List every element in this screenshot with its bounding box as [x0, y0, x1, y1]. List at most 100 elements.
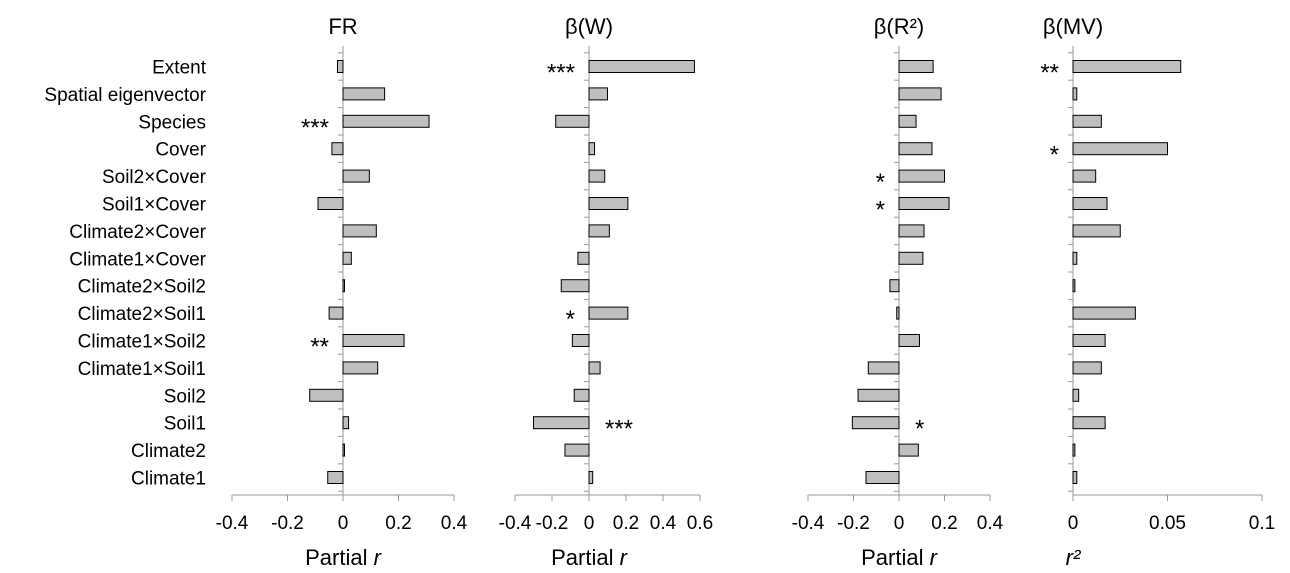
- x-tick-label: 0: [584, 513, 595, 534]
- bar-4-climate2-x-soil2: [1072, 279, 1076, 293]
- bar-4-species: [1072, 114, 1102, 128]
- bar-2-climate2-x-cover: [588, 224, 610, 238]
- bar-1-climate1-x-soil1: [342, 361, 379, 375]
- x-tick-label: 0.2: [931, 513, 957, 534]
- x-tick-label: -0.2: [271, 513, 304, 534]
- category-label-cover: Cover: [155, 140, 206, 161]
- bar-4-climate2-x-cover: [1072, 224, 1121, 238]
- category-label-soil2-x-cover: Soil2×Cover: [102, 167, 207, 188]
- x-axis-label-3: Partial r: [861, 545, 938, 570]
- significance-label: *: [915, 416, 924, 443]
- significance-label: *: [566, 306, 575, 333]
- bar-3-climate2-x-soil1: [896, 306, 900, 320]
- category-label-climate2-x-cover: Climate2×Cover: [69, 222, 206, 243]
- significance-label: *: [876, 197, 885, 224]
- category-label-climate1-x-soil2: Climate1×Soil2: [78, 332, 206, 353]
- category-label-spatial-eigenvector: Spatial eigenvector: [44, 85, 206, 106]
- bar-1-cover: [331, 142, 344, 156]
- category-label-soil1-x-cover: Soil1×Cover: [102, 195, 207, 216]
- bar-1-climate1-x-soil2: [342, 334, 405, 347]
- category-label-soil2: Soil2: [164, 386, 206, 407]
- bar-3-soil2-x-cover: [898, 169, 945, 183]
- significance-label: *: [1050, 142, 1059, 169]
- bar-1-climate1: [327, 471, 344, 484]
- bar-2-soil2-x-cover: [588, 169, 606, 183]
- bar-3-spatial-eigenvector: [898, 87, 942, 101]
- bar-1-spatial-eigenvector: [342, 87, 386, 101]
- x-tick-label: -0.4: [216, 513, 249, 534]
- bar-3-climate2-x-cover: [898, 224, 925, 238]
- bar-2-spatial-eigenvector: [588, 87, 608, 101]
- bar-3-soil2: [857, 388, 900, 402]
- category-label-soil1: Soil1: [164, 414, 206, 435]
- significance-label: **: [1040, 60, 1059, 87]
- bar-2-soil2: [573, 388, 590, 402]
- bar-4-climate2-x-soil1: [1072, 306, 1136, 320]
- bar-3-climate2: [898, 443, 919, 457]
- bar-4-soil2: [1072, 388, 1080, 402]
- x-axis-label-4: r²: [1066, 545, 1081, 570]
- category-label-climate1-x-cover: Climate1×Cover: [69, 249, 206, 270]
- bar-3-cover: [898, 142, 933, 156]
- bar-1-soil1: [342, 416, 350, 430]
- bar-1-soil2-x-cover: [342, 169, 370, 183]
- bar-1-climate2-x-soil1: [328, 306, 344, 320]
- significance-label: ***: [605, 416, 633, 443]
- bar-3-soil1: [851, 416, 900, 430]
- x-tick-label: 0.2: [613, 513, 639, 534]
- bar-1-climate1-x-cover: [342, 251, 352, 265]
- bar-3-climate1: [865, 471, 900, 484]
- bar-4-extent: [1072, 60, 1182, 73]
- bar-4-soil2-x-cover: [1072, 169, 1097, 183]
- x-tick-label: 0.1: [1249, 513, 1275, 534]
- category-label-climate1-x-soil1: Climate1×Soil1: [78, 359, 206, 380]
- category-label-climate2: Climate2: [131, 441, 206, 462]
- x-tick-label: 0.4: [441, 513, 468, 534]
- bar-3-extent: [898, 60, 934, 73]
- bar-2-cover: [588, 142, 596, 156]
- bar-2-climate1: [588, 471, 594, 484]
- x-tick-label: 0: [894, 513, 905, 534]
- bar-2-climate2-x-soil2: [560, 279, 590, 293]
- bar-3-climate1-x-soil1: [867, 361, 900, 375]
- panel-title-3: β(R²): [874, 14, 925, 39]
- bar-1-extent: [336, 60, 344, 73]
- bar-2-extent: [588, 60, 695, 73]
- bar-3-climate2-x-soil2: [889, 279, 900, 293]
- bar-2-soil1-x-cover: [588, 197, 629, 210]
- bar-1-soil2: [309, 388, 344, 402]
- bar-2-soil1: [533, 416, 590, 430]
- significance-label: **: [310, 334, 329, 361]
- bar-4-climate2: [1072, 443, 1076, 457]
- bar-2-climate2: [564, 443, 590, 457]
- significance-label: ***: [547, 60, 575, 87]
- bar-4-soil1: [1072, 416, 1106, 430]
- category-label-climate2-x-soil1: Climate2×Soil1: [78, 304, 206, 325]
- significance-label: *: [876, 169, 885, 196]
- bar-4-climate1: [1072, 471, 1078, 484]
- bar-4-soil1-x-cover: [1072, 197, 1108, 210]
- panel-title-4: β(MV): [1043, 14, 1103, 39]
- bar-4-cover: [1072, 142, 1168, 156]
- bar-1-soil1-x-cover: [317, 197, 344, 210]
- bar-1-climate2-x-cover: [342, 224, 377, 238]
- x-tick-label: -0.2: [536, 513, 569, 534]
- bar-3-climate1-x-soil2: [898, 334, 920, 347]
- panel-title-1: FR: [328, 14, 357, 39]
- x-tick-label: 0.05: [1149, 513, 1186, 534]
- category-label-climate1: Climate1: [131, 469, 206, 490]
- bar-2-climate1-x-soil1: [588, 361, 601, 375]
- bar-2-climate1-x-soil2: [571, 334, 590, 347]
- bar-2-species: [555, 114, 590, 128]
- x-tick-label: 0.6: [687, 513, 713, 534]
- x-tick-label: 0.4: [977, 513, 1004, 534]
- x-tick-label: -0.2: [837, 513, 870, 534]
- bar-3-soil1-x-cover: [898, 197, 950, 210]
- bar-1-climate2-x-soil2: [342, 279, 345, 293]
- x-tick-label: -0.4: [499, 513, 532, 534]
- bar-2-climate1-x-cover: [577, 251, 590, 265]
- category-label-climate2-x-soil2: Climate2×Soil2: [78, 277, 206, 298]
- bar-4-climate1-x-soil2: [1072, 334, 1106, 347]
- x-tick-label: 0: [1068, 513, 1079, 534]
